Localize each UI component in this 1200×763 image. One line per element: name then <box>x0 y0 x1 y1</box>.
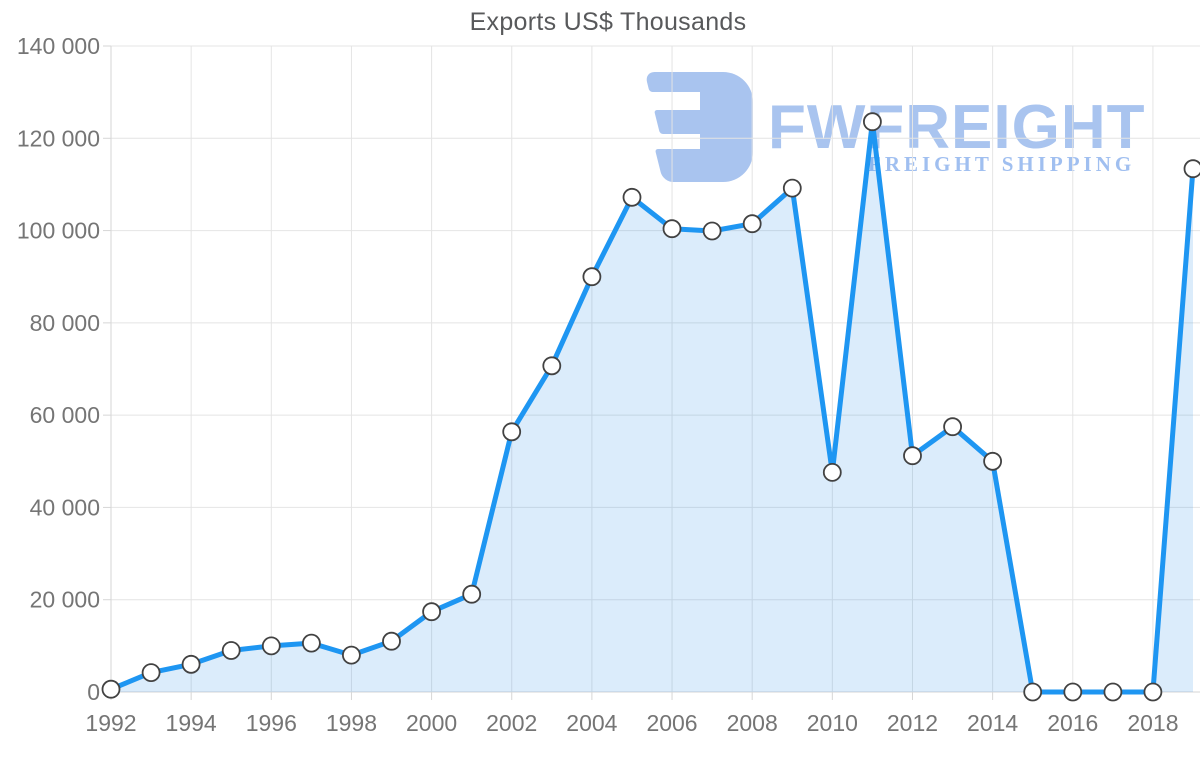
data-point-1995[interactable] <box>221 641 241 660</box>
y-axis-label: 60 000 <box>30 402 100 428</box>
x-axis-label: 2016 <box>1047 710 1098 736</box>
data-point-2003[interactable] <box>542 356 562 376</box>
x-axis-label: 1994 <box>166 710 217 736</box>
y-axis-label: 20 000 <box>30 587 100 613</box>
x-axis-label: 2012 <box>887 710 938 736</box>
data-point-2004[interactable] <box>582 267 602 287</box>
data-point-2014[interactable] <box>983 451 1002 471</box>
x-axis-label: 2002 <box>486 710 537 736</box>
data-point-1994[interactable] <box>181 654 201 674</box>
data-point-2005[interactable] <box>622 187 642 207</box>
x-axis-label: 2014 <box>967 710 1018 736</box>
data-point-2001[interactable] <box>462 584 482 604</box>
x-axis-label: 2010 <box>807 710 858 736</box>
data-point-2000[interactable] <box>422 602 442 622</box>
data-point-1996[interactable] <box>261 636 281 656</box>
data-point-2010[interactable] <box>822 462 842 482</box>
data-point-1992[interactable] <box>101 679 121 699</box>
x-axis-label: 1992 <box>85 710 136 736</box>
data-point-2006[interactable] <box>662 219 682 239</box>
data-point-2007[interactable] <box>702 221 722 241</box>
x-axis-label: 2006 <box>646 710 697 736</box>
y-axis-label: 120 000 <box>17 125 100 151</box>
data-point-2016[interactable] <box>1063 682 1083 702</box>
y-axis-label: 80 000 <box>30 310 100 336</box>
series-area-fill <box>111 121 1193 692</box>
y-axis-label: 40 000 <box>30 494 100 520</box>
chart-title: Exports US$ Thousands <box>469 8 747 36</box>
y-axis-label: 100 000 <box>17 218 100 244</box>
data-point-2012[interactable] <box>903 446 922 466</box>
data-point-2002[interactable] <box>502 422 522 442</box>
data-point-1993[interactable] <box>141 663 161 682</box>
series-line <box>108 119 1196 695</box>
data-point-2015[interactable] <box>1023 682 1043 702</box>
x-axis-label: 2008 <box>727 710 778 736</box>
x-axis-label: 2004 <box>566 710 617 736</box>
data-point-1997[interactable] <box>301 633 321 653</box>
x-axis-label: 2000 <box>406 710 457 736</box>
data-point-2019[interactable] <box>1183 159 1200 179</box>
data-point-2008[interactable] <box>742 214 762 234</box>
x-axis-label: 1996 <box>246 710 297 736</box>
y-axis-label: 0 <box>87 679 100 705</box>
data-point-2009[interactable] <box>782 178 802 198</box>
x-axis-label: 2018 <box>1127 710 1178 736</box>
data-point-1998[interactable] <box>341 645 361 665</box>
data-point-2017[interactable] <box>1103 682 1123 702</box>
x-axis-label: 1998 <box>326 710 377 736</box>
data-point-1999[interactable] <box>382 631 401 651</box>
data-point-2013[interactable] <box>943 417 962 437</box>
data-point-2011[interactable] <box>863 112 882 132</box>
y-axis-label: 140 000 <box>17 33 100 59</box>
data-point-2018[interactable] <box>1143 682 1163 702</box>
